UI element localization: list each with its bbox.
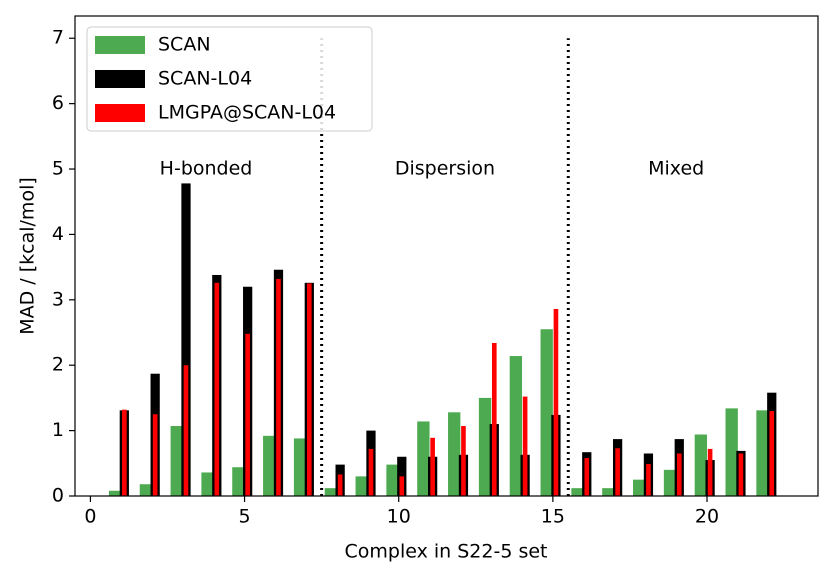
y-tick-label: 6 — [52, 92, 64, 114]
bar — [663, 469, 677, 496]
x-tick-label: 15 — [541, 506, 565, 528]
bar — [293, 438, 307, 496]
bar — [633, 479, 646, 496]
y-axis-label: MAD / [kcal/mol] — [17, 177, 39, 335]
bar — [337, 474, 343, 496]
bar — [553, 308, 559, 496]
bar — [386, 464, 399, 496]
bar — [509, 356, 523, 496]
legend-swatch — [95, 70, 145, 88]
legend-label: SCAN-L04 — [158, 68, 252, 90]
bar — [368, 448, 374, 496]
bar — [756, 410, 769, 496]
bar — [181, 183, 191, 496]
legend-label: LMGPA@SCAN-L04 — [158, 102, 336, 124]
bar — [232, 467, 245, 496]
legend-swatch — [95, 36, 145, 54]
bar — [214, 282, 220, 496]
bar — [170, 426, 183, 496]
bar — [707, 448, 713, 496]
legend-swatch — [95, 104, 145, 122]
bar — [245, 333, 250, 496]
bar — [263, 435, 276, 496]
bar — [676, 453, 682, 496]
bar — [108, 490, 122, 496]
x-axis-label: Complex in S22-5 set — [345, 541, 548, 563]
bar — [646, 463, 651, 496]
region-label: H-bonded — [160, 158, 253, 180]
bar — [602, 488, 615, 496]
bar — [584, 458, 590, 496]
bar — [355, 476, 368, 496]
x-tick-label: 20 — [695, 506, 719, 528]
y-tick-label: 4 — [52, 223, 64, 245]
region-label: Dispersion — [395, 158, 495, 180]
y-tick-label: 1 — [52, 419, 64, 441]
y-tick-label: 7 — [52, 27, 64, 49]
bar — [769, 410, 775, 496]
y-tick-label: 0 — [52, 485, 64, 507]
plot-frame — [74, 15, 819, 497]
bar — [725, 408, 738, 496]
legend-label: SCAN — [158, 34, 211, 56]
bar — [448, 412, 461, 496]
bar — [571, 488, 584, 496]
bar — [694, 434, 708, 496]
legend-box — [86, 26, 373, 132]
bar — [430, 437, 435, 496]
bar — [122, 409, 127, 496]
bar — [461, 426, 466, 496]
x-tick-label: 10 — [387, 506, 411, 528]
bar — [183, 365, 189, 496]
y-tick-label: 3 — [52, 288, 64, 310]
bar — [399, 476, 405, 496]
bar — [139, 484, 153, 496]
bar — [478, 397, 492, 496]
bar — [324, 488, 338, 496]
x-tick-label: 5 — [239, 506, 251, 528]
region-label: Mixed — [648, 158, 704, 180]
bar — [738, 453, 744, 496]
bar — [540, 329, 553, 496]
y-tick-label: 2 — [52, 354, 64, 376]
x-tick-label: 0 — [84, 506, 96, 528]
bar — [201, 472, 214, 496]
y-tick-label: 5 — [52, 158, 64, 180]
bar — [152, 414, 158, 496]
bar — [522, 396, 528, 496]
bar — [615, 448, 620, 496]
bar — [491, 342, 497, 496]
bar — [417, 421, 430, 496]
bar — [306, 283, 312, 496]
bar — [276, 278, 281, 496]
